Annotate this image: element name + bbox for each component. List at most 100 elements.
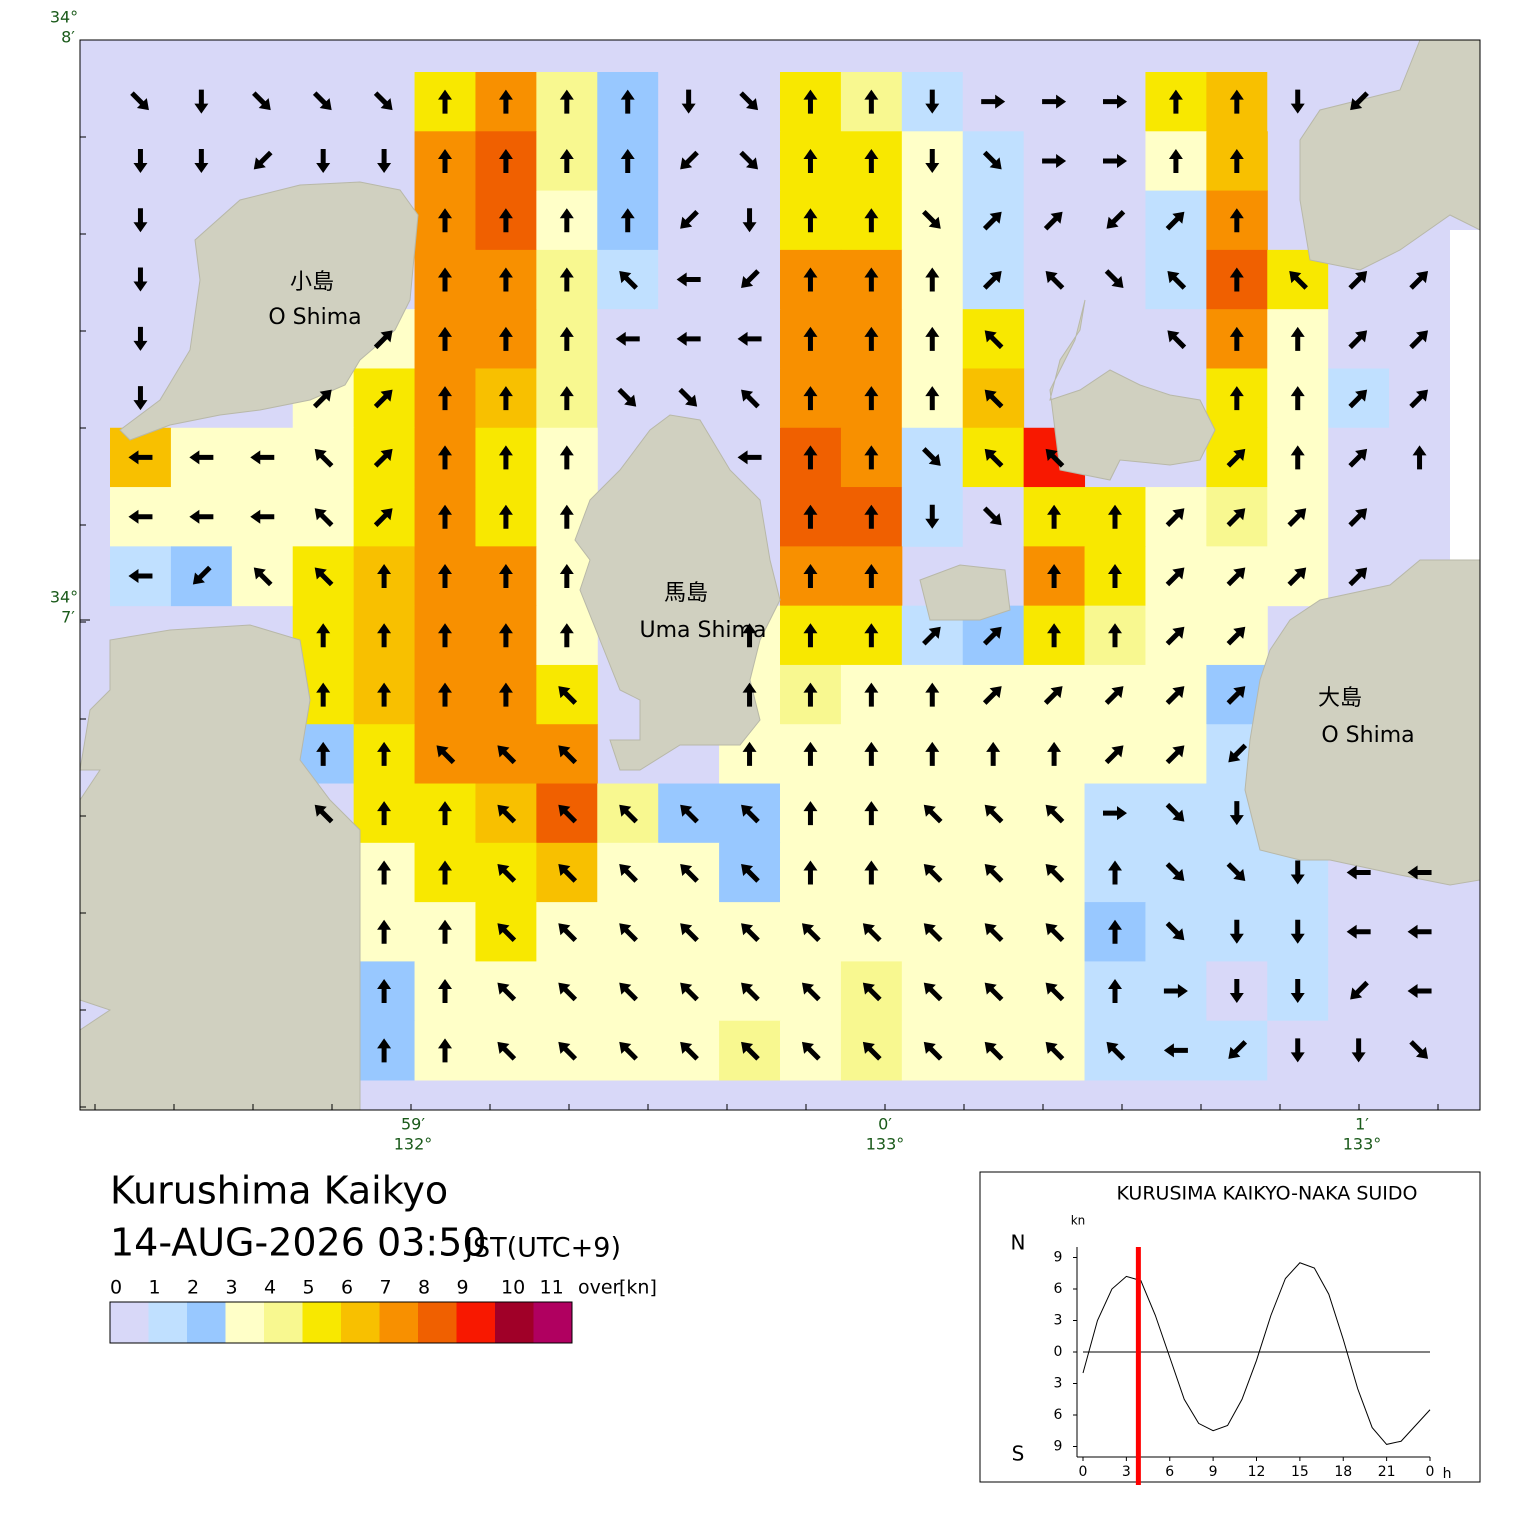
current-arrow — [194, 148, 209, 173]
current-arrow — [1045, 271, 1065, 290]
place-label: 大島 — [1318, 686, 1362, 711]
current-arrow — [1407, 924, 1432, 939]
current-arrow — [194, 89, 209, 114]
current-arrow — [1165, 626, 1185, 646]
current-arrow — [498, 445, 513, 470]
current-arrow — [559, 148, 574, 173]
current-arrow — [1290, 1038, 1305, 1063]
y-tick-label: 0 — [1054, 1344, 1063, 1360]
current-arrow — [1108, 979, 1122, 1004]
legend-frame — [109, 1301, 573, 1344]
current-arrow — [497, 863, 517, 883]
current-arrow — [1047, 741, 1062, 766]
current-arrow — [864, 386, 879, 411]
current-arrow — [1165, 862, 1185, 881]
current-arrow — [1108, 623, 1122, 648]
current-arrow — [438, 326, 452, 351]
current-arrow — [377, 1038, 392, 1063]
current-arrow — [438, 564, 452, 588]
current-arrow — [498, 326, 513, 351]
current-arrow — [438, 919, 452, 944]
current-arrow — [130, 91, 149, 111]
legend-swatch — [533, 1302, 572, 1343]
current-arrow — [803, 564, 818, 588]
current-arrow — [982, 271, 1002, 290]
y-tick-label: 6 — [1054, 1281, 1063, 1297]
current-arrow — [498, 267, 513, 292]
current-arrow — [128, 450, 153, 465]
current-arrow — [1104, 686, 1124, 705]
current-arrow — [438, 801, 452, 826]
current-arrow — [1226, 862, 1246, 881]
lat-tick-deg: 34° — [50, 588, 78, 607]
current-arrow — [984, 330, 1004, 350]
current-arrow — [377, 623, 392, 648]
current-arrow — [1226, 626, 1246, 646]
current-arrow — [1045, 448, 1065, 468]
current-arrow — [619, 271, 638, 290]
current-arrow — [925, 682, 940, 707]
current-arrow — [253, 567, 273, 587]
current-arrow — [1290, 919, 1305, 944]
legend-swatch — [418, 1302, 457, 1343]
current-arrow — [498, 623, 513, 648]
current-arrow — [438, 860, 452, 885]
current-arrow — [314, 448, 334, 468]
current-arrow — [498, 89, 513, 114]
x-tick-label: 21 — [1378, 1464, 1396, 1480]
current-arrow — [864, 564, 879, 588]
current-arrow — [133, 386, 148, 411]
current-arrow — [438, 504, 452, 529]
current-arrow — [497, 1041, 517, 1061]
current-arrow — [742, 208, 757, 233]
current-arrow — [864, 326, 879, 351]
current-arrow — [1346, 865, 1371, 880]
legend-label: over — [578, 1277, 621, 1299]
legend: 0 1 2 3 4 5 6 7 8 9 10 11 over[kn] — [109, 1277, 657, 1344]
x-tick-label: 0 — [1079, 1464, 1088, 1480]
current-arrow — [615, 331, 640, 346]
current-arrow — [864, 504, 879, 529]
inset-frame — [979, 1171, 1481, 1483]
current-arrow — [1165, 211, 1185, 231]
legend-label: 4 — [264, 1277, 276, 1299]
current-arrow — [1409, 330, 1429, 350]
current-arrow — [984, 1041, 1004, 1061]
current-arrow — [1167, 271, 1187, 290]
legend-swatch — [187, 1302, 226, 1343]
legend-label: 9 — [456, 1277, 468, 1299]
lon-tick-min: 0′ — [878, 1115, 892, 1134]
current-arrow — [1045, 982, 1065, 1002]
current-arrow — [1287, 567, 1307, 587]
current-arrow — [1045, 804, 1065, 824]
current-arrow — [377, 919, 392, 944]
y-unit: kn — [1071, 1214, 1086, 1228]
current-arrow — [133, 148, 148, 173]
legend-label: 8 — [418, 1277, 430, 1299]
place-label: 馬島 — [664, 581, 708, 606]
current-arrow — [676, 272, 701, 287]
island — [1244, 559, 1481, 886]
lon-tick-min: 1′ — [1355, 1115, 1369, 1134]
current-arrow — [1045, 1041, 1065, 1061]
current-arrow — [982, 150, 1002, 170]
island — [119, 181, 419, 441]
x-tick-label: 0 — [1426, 1464, 1435, 1480]
current-arrow — [620, 148, 635, 173]
current-arrow — [128, 569, 153, 583]
current-arrow — [864, 682, 879, 707]
current-arrow — [1229, 208, 1244, 233]
current-arrow — [558, 923, 578, 943]
current-arrow — [1348, 330, 1368, 350]
current-arrow — [742, 623, 757, 648]
current-arrow — [314, 508, 334, 527]
current-arrow — [558, 804, 578, 824]
current-arrow — [1168, 89, 1183, 114]
current-arrow — [438, 979, 452, 1004]
current-arrow — [1042, 94, 1067, 109]
current-arrow — [373, 91, 393, 111]
current-arrow — [438, 682, 452, 707]
current-arrow — [133, 208, 148, 233]
current-arrow — [1042, 153, 1067, 168]
current-arrow — [925, 326, 940, 351]
